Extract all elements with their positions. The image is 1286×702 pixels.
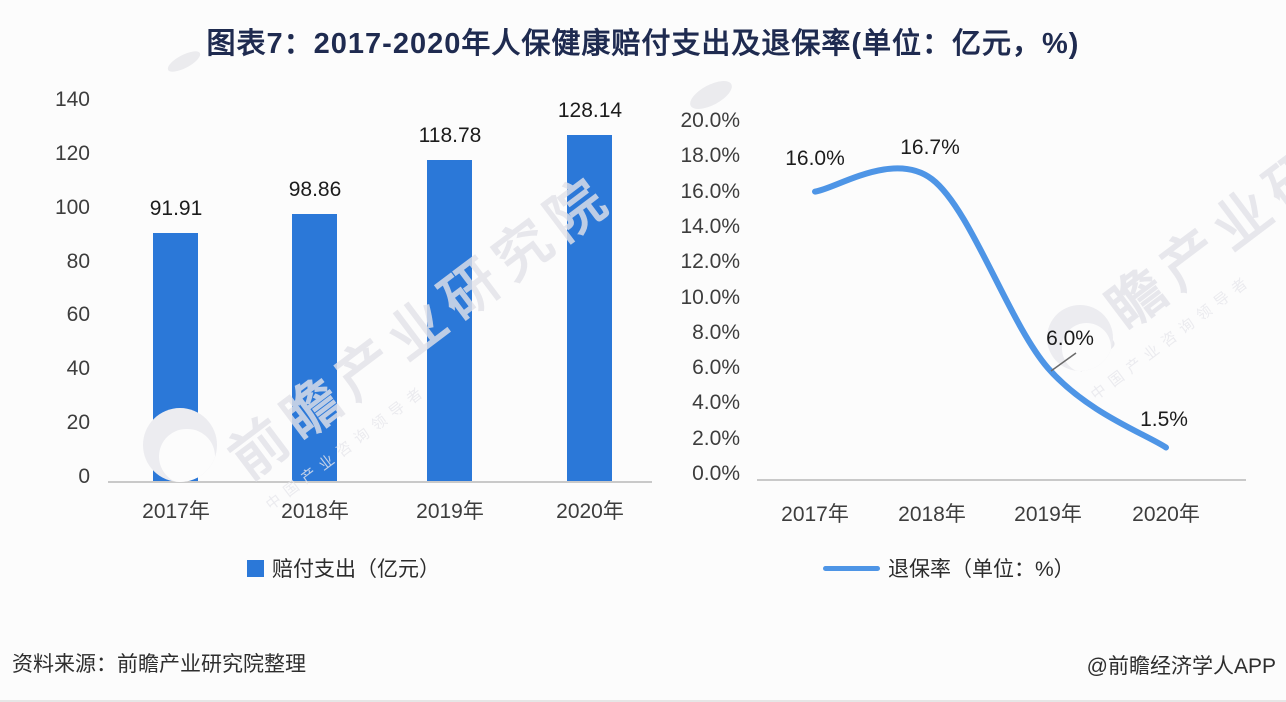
bar-y-tick-label: 40: [66, 357, 90, 381]
line-y-tick-label: 2.0%: [692, 426, 740, 450]
bar-value-label: 118.78: [418, 124, 482, 147]
bar-legend-label: 赔付支出（亿元）: [272, 558, 440, 581]
watermark-left: 前瞻产业研究院 中国产业咨询领导者: [210, 152, 643, 515]
bar: [292, 214, 337, 482]
line-x-axis: [757, 479, 1246, 481]
chart-title: 图表7：2017-2020年人保健康赔付支出及退保率(单位：亿元，%): [206, 28, 1080, 60]
bar: [427, 160, 472, 482]
line-value-label: 16.7%: [900, 136, 960, 159]
bar-y-tick-label: 60: [66, 303, 90, 327]
line-legend-marker-icon: [823, 565, 880, 571]
bar: [153, 233, 198, 482]
footer-source: 资料来源：前瞻产业研究院整理: [12, 653, 306, 676]
line-value-label: 1.5%: [1140, 408, 1188, 431]
line-y-tick-label: 18.0%: [680, 144, 740, 168]
watermark-right: 前瞻产业研究院 中国产业咨询领导者: [1035, 42, 1286, 405]
line-y-tick-label: 12.0%: [680, 250, 740, 274]
bar-y-tick-label: 140: [54, 87, 90, 111]
bar-legend-marker-icon: [247, 559, 264, 577]
bar-y-tick-label: 120: [54, 141, 90, 165]
surrender-rate-line: [812, 165, 1169, 451]
bar-value-label: 91.91: [149, 197, 203, 220]
line-y-tick-label: 0.0%: [692, 462, 740, 485]
line-value-label: 16.0%: [785, 147, 845, 170]
label-leader-line: [1050, 352, 1077, 372]
bar-x-tick-label: 2019年: [416, 500, 484, 523]
line-y-tick-label: 4.0%: [692, 391, 740, 415]
line-x-tick-label: 2019年: [1014, 503, 1082, 526]
line-legend-label: 退保率（单位：%）: [888, 558, 1075, 581]
bar-y-tick-label: 0: [78, 465, 90, 488]
watermark-logo-icon: [143, 408, 217, 482]
bar-x-tick-label: 2017年: [142, 500, 210, 523]
line-y-tick-label: 14.0%: [680, 214, 740, 238]
line-y-tick-label: 8.0%: [692, 320, 740, 344]
bar-x-tick-label: 2018年: [281, 500, 349, 523]
line-chart-legend: 退保率（单位：%）: [823, 555, 1075, 581]
footer-credit: @前瞻经济学人APP: [1086, 655, 1276, 678]
line-y-tick-label: 16.0%: [680, 179, 740, 203]
bar-chart-legend: 赔付支出（亿元）: [247, 555, 440, 581]
bar-y-tick-label: 100: [54, 195, 90, 219]
watermark-sub-text: 中国产业咨询领导者: [262, 381, 432, 514]
watermark-wedge: [685, 75, 737, 115]
bar-value-label: 128.14: [557, 99, 623, 122]
bar: [567, 135, 612, 482]
line-x-tick-label: 2020年: [1132, 503, 1200, 526]
line-y-tick-label: 6.0%: [692, 356, 740, 380]
watermark-main-text: 前瞻产业研究院: [217, 162, 625, 491]
bar-value-label: 98.86: [288, 178, 342, 201]
line-x-tick-label: 2017年: [781, 503, 849, 526]
bar-y-tick-label: 80: [66, 249, 90, 273]
bar-y-tick-label: 20: [66, 411, 90, 435]
watermark-sub-text: 中国产业咨询领导者: [1087, 271, 1257, 404]
bar-x-tick-label: 2020年: [556, 500, 624, 523]
line-y-tick-label: 20.0%: [680, 109, 740, 132]
watermark-main-text: 前瞻产业研究院: [1042, 52, 1286, 381]
line-x-tick-label: 2018年: [898, 503, 966, 526]
watermark-logo-icon: [1047, 305, 1113, 371]
bar-x-axis: [108, 481, 652, 483]
line-value-label: 6.0%: [1046, 327, 1094, 350]
line-y-tick-label: 10.0%: [680, 285, 740, 309]
